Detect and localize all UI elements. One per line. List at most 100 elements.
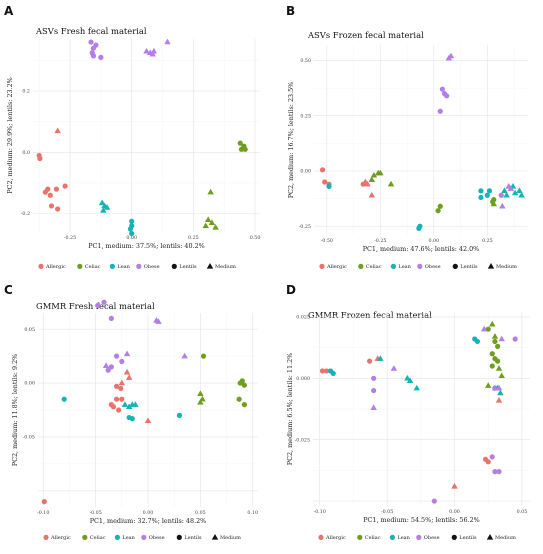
legend-marker (357, 534, 363, 541)
data-point (484, 382, 492, 388)
x-tick-label: 0.25 (482, 238, 493, 244)
x-tick-label: -0.05 (381, 509, 393, 515)
data-point (371, 375, 377, 381)
data-point (48, 203, 55, 209)
legend-label: Allergic (326, 264, 347, 270)
data-point (90, 53, 97, 59)
y-tick-label: 0.0 (22, 150, 30, 156)
x-tick-label: -0.50 (321, 238, 333, 244)
x-axis-label: PC1, medium: 37.5%; lentils: 40.2% (88, 242, 205, 250)
data-point (108, 364, 114, 370)
x-tick-label: 0.00 (126, 235, 137, 241)
x-axis-label: PC1, medium: 54.5%; lentils: 56.2% (363, 516, 480, 524)
legend-marker (109, 263, 115, 269)
y-tick-label: 0.025 (296, 315, 310, 321)
legend-marker (390, 263, 396, 269)
x-axis-label: PC1, medium: 47.6%; lentils: 42.0% (363, 245, 480, 253)
grid (38, 313, 258, 507)
data-point (516, 187, 523, 194)
x-tick-label: 0.50 (250, 235, 261, 241)
panel-d: D GMMR Frozen fecal material -0.10 -0.05 0.0… (286, 283, 530, 541)
data-point (447, 52, 455, 59)
data-point (121, 401, 129, 407)
data-point (497, 389, 504, 396)
data-point (197, 399, 204, 405)
data-point (144, 417, 152, 423)
data-point (54, 127, 61, 134)
legend-marker (176, 534, 182, 541)
data-point (371, 387, 377, 394)
legend-marker (451, 534, 457, 541)
legend-label: Obese (149, 535, 165, 541)
legend-marker (141, 534, 147, 541)
y-tick-label: -0.2 (21, 211, 30, 217)
data-point (176, 412, 183, 418)
data-point (390, 365, 398, 371)
data-point (88, 39, 94, 45)
data-point (498, 372, 505, 379)
legend-marker (171, 263, 177, 269)
data-point (437, 203, 443, 209)
panel-letter: A (4, 4, 14, 18)
data-point (319, 368, 326, 374)
legend-label: Lentils (459, 535, 477, 541)
data-point (491, 384, 499, 391)
legend-label: Lean (398, 264, 411, 270)
data-point (45, 186, 51, 192)
data-point (123, 350, 131, 357)
data-point (55, 206, 61, 212)
data-point (100, 207, 107, 213)
legend-label: Lentils (179, 264, 197, 270)
data-point (129, 230, 135, 237)
data-point (129, 218, 135, 224)
data-point (208, 219, 216, 226)
data-point (102, 362, 110, 369)
legend-marker (487, 263, 495, 269)
data-point (501, 187, 508, 194)
legend-label: Obese (425, 264, 441, 270)
data-point (61, 396, 67, 402)
data-point (241, 402, 247, 408)
data-point (322, 179, 328, 185)
y-axis-label: PC2, medium: 6.5%; lentils: 11.2% (286, 353, 294, 465)
data-point (518, 191, 525, 198)
data-point (242, 146, 248, 152)
x-tick-label: 0.00 (449, 509, 460, 515)
data-point (212, 224, 219, 230)
data-point (413, 384, 421, 391)
x-tick-label: 0.05 (517, 509, 528, 515)
data-point (150, 47, 158, 54)
legend-label: Medium (496, 264, 517, 270)
data-point (489, 351, 495, 357)
y-axis-label: PC2, medium: 11.8%; lentils: 9.2% (11, 354, 19, 466)
panel-a: A ASVs Fresh fecal material -0.25 0.00 0.25 0… (4, 4, 260, 270)
data-point (495, 384, 503, 391)
data-point (37, 155, 43, 162)
data-point (495, 358, 501, 364)
legend-marker (82, 534, 88, 541)
data-point (207, 188, 214, 195)
legend: Allergic Celiac Lean Obese Lentils Medium (318, 534, 516, 541)
y-tick-label: 0.05 (24, 327, 35, 333)
data-point (474, 338, 481, 345)
data-points (319, 52, 525, 231)
data-point (202, 222, 209, 229)
data-point (200, 353, 207, 359)
data-point (62, 183, 68, 189)
data-point (118, 379, 126, 386)
y-tick-label: 0.00 (300, 169, 311, 175)
x-tick-label: -0.25 (64, 235, 76, 241)
legend-marker (416, 534, 422, 541)
data-point (239, 378, 245, 384)
data-point (236, 396, 242, 402)
data-point (125, 403, 133, 409)
x-tick-label: 0.05 (195, 510, 206, 516)
legend-marker (319, 263, 325, 269)
data-point (113, 383, 120, 389)
data-point (41, 499, 47, 505)
data-point (486, 188, 493, 194)
legend-marker (206, 263, 214, 269)
data-point (480, 325, 488, 332)
legend-marker (389, 534, 395, 541)
panel-letter: B (286, 4, 295, 18)
